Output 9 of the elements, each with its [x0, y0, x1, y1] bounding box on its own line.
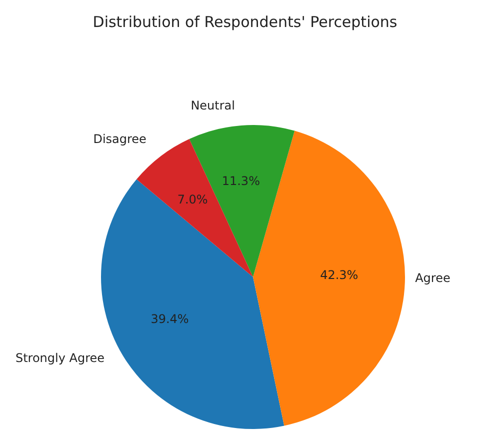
slice-label: Agree: [415, 270, 450, 285]
slice-label: Neutral: [190, 98, 235, 112]
data-label: 42.3%: [320, 268, 358, 282]
data-label: 7.0%: [177, 192, 208, 207]
chart-title: Distribution of Respondents' Perceptions: [92, 13, 398, 31]
data-label: 39.4%: [150, 312, 189, 326]
slice-label: Strongly Agree: [15, 350, 105, 365]
data-label: 11.3%: [222, 174, 260, 188]
slice-label: Disagree: [93, 132, 146, 146]
